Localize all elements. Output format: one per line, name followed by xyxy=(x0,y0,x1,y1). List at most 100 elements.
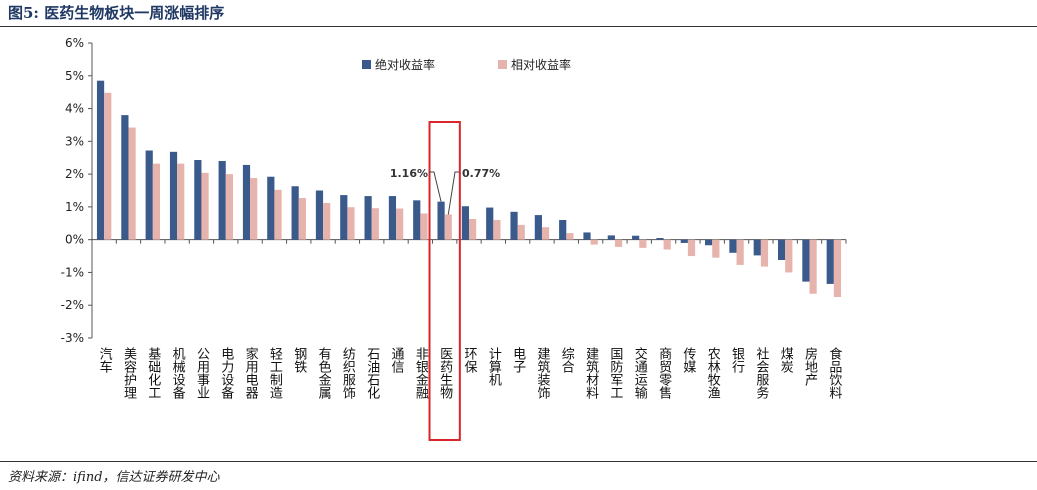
highlight-box xyxy=(428,121,461,441)
x-category-label: 有色金属 xyxy=(316,347,332,400)
x-category-label: 家用电器 xyxy=(243,346,259,400)
bar-relative-return xyxy=(128,127,136,240)
x-category-label: 商贸零售 xyxy=(656,347,672,399)
x-category-label: 传媒 xyxy=(680,347,696,373)
bar-relative-return xyxy=(736,239,744,265)
bar-relative-return xyxy=(566,233,574,240)
bar-absolute-return xyxy=(729,239,737,253)
bar-absolute-return xyxy=(510,211,518,240)
bar-absolute-return xyxy=(680,239,688,243)
bar-absolute-return xyxy=(437,201,445,240)
callout-relative: 0.77% xyxy=(462,167,500,180)
bar-relative-return xyxy=(323,202,331,240)
x-category-label: 农林牧渔 xyxy=(705,347,721,399)
bar-relative-return xyxy=(517,224,525,240)
bar-absolute-return xyxy=(583,232,591,240)
bar-absolute-return xyxy=(632,235,640,240)
bar-relative-return xyxy=(590,239,598,245)
x-category-label: 石油石化 xyxy=(364,347,380,400)
bar-relative-return xyxy=(420,213,428,240)
bar-relative-return xyxy=(687,239,696,257)
x-category-label: 食品饮料 xyxy=(826,346,842,399)
legend-swatch xyxy=(498,60,507,69)
bottom-rule xyxy=(0,461,1037,462)
bar-absolute-return xyxy=(461,206,469,240)
bar-absolute-return xyxy=(388,196,397,240)
y-tick-label: -2% xyxy=(61,298,84,312)
figure-title: 图5: 医药生物板块一周涨幅排序 xyxy=(8,4,225,22)
y-tick-label: 4% xyxy=(65,102,84,116)
legend: 绝对收益率 相对收益率 xyxy=(362,57,571,72)
bar-absolute-return xyxy=(340,195,348,240)
x-category-label: 煤炭 xyxy=(778,347,794,374)
x-category-label: 美容护理 xyxy=(121,347,137,399)
bar-absolute-return xyxy=(413,200,421,240)
bar-relative-return xyxy=(104,92,112,240)
callout-absolute: 1.16% xyxy=(390,167,428,180)
bar-absolute-return xyxy=(802,239,810,282)
bar-absolute-return xyxy=(486,207,494,240)
x-category-label: 电子 xyxy=(510,347,526,373)
bar-relative-return xyxy=(396,208,404,240)
highlight-annotation: 1.16% 0.77% xyxy=(390,121,500,441)
bar-absolute-return xyxy=(267,176,275,240)
bar-relative-return xyxy=(250,178,258,240)
bar-relative-return xyxy=(760,239,769,267)
x-category-label: 公用事业 xyxy=(194,347,210,399)
x-category-label: 电力设备 xyxy=(218,347,234,400)
x-category-label: 交通运输 xyxy=(632,346,648,399)
x-category-label: 钢铁 xyxy=(291,347,307,373)
y-tick-label: 5% xyxy=(65,69,84,83)
bar-relative-return xyxy=(639,239,647,248)
x-axis-labels: 汽车 美容护理 基础化工 机械设备 公用事业 电力设备 家用电器 轻工制造 钢铁 有色金属 纺织服饰… xyxy=(97,346,842,400)
bar-relative-return xyxy=(785,239,793,273)
x-category-label: 汽车 xyxy=(97,347,113,373)
bar-relative-return xyxy=(663,239,671,250)
bar-relative-return xyxy=(298,198,306,240)
x-category-label: 非银金融 xyxy=(413,347,429,399)
x-category-label: 机械设备 xyxy=(170,347,186,400)
y-tick-label: -3% xyxy=(61,331,84,345)
top-rule xyxy=(0,26,1037,27)
figure-source: 资料来源：ifind，信达证券研发中心 xyxy=(8,470,220,485)
x-category-label: 纺织服饰 xyxy=(340,347,356,399)
y-tick-label: 2% xyxy=(65,167,84,181)
y-tick-label: -1% xyxy=(61,265,84,279)
bar-absolute-return xyxy=(218,161,226,240)
bar-relative-return xyxy=(225,174,233,240)
x-category-label: 建筑材料 xyxy=(583,347,599,399)
bar-absolute-return xyxy=(607,235,615,240)
bar-relative-return xyxy=(614,239,623,247)
bar-relative-return xyxy=(469,219,477,240)
callout-leader-relative xyxy=(447,171,459,215)
bar-relative-return xyxy=(712,239,720,258)
bar-absolute-return xyxy=(705,239,713,246)
legend-label: 相对收益率 xyxy=(511,57,571,72)
bar-absolute-return xyxy=(364,196,372,240)
x-category-label: 综合 xyxy=(559,347,575,373)
bar-relative-return xyxy=(809,239,817,294)
y-tick-label: 6% xyxy=(65,36,84,50)
bar-absolute-return xyxy=(826,239,834,284)
x-category-label: 基础化工 xyxy=(145,347,161,399)
bar-relative-return xyxy=(274,189,282,240)
x-category-label: 国防军工 xyxy=(607,347,623,399)
bar-absolute-return xyxy=(656,238,664,240)
bar-absolute-return xyxy=(121,115,129,240)
x-category-label: 建筑装饰 xyxy=(534,347,550,399)
bar-relative-return xyxy=(444,214,452,240)
x-category-label: 轻工制造 xyxy=(267,347,283,400)
bar-absolute-return xyxy=(291,186,299,240)
x-category-label: 计算机 xyxy=(486,347,502,387)
y-tick-label: 1% xyxy=(65,200,84,214)
bar-relative-return xyxy=(371,208,379,240)
bar-absolute-return xyxy=(96,80,105,240)
x-category-label: 社会服务 xyxy=(753,346,769,399)
legend-swatch xyxy=(362,60,371,69)
x-category-label: 通信 xyxy=(389,347,405,373)
bar-absolute-return xyxy=(534,215,542,240)
bar-absolute-return xyxy=(753,239,761,256)
legend-label: 绝对收益率 xyxy=(375,57,435,72)
x-category-label: 医药生物 xyxy=(437,347,453,400)
bar-relative-return xyxy=(541,227,550,240)
